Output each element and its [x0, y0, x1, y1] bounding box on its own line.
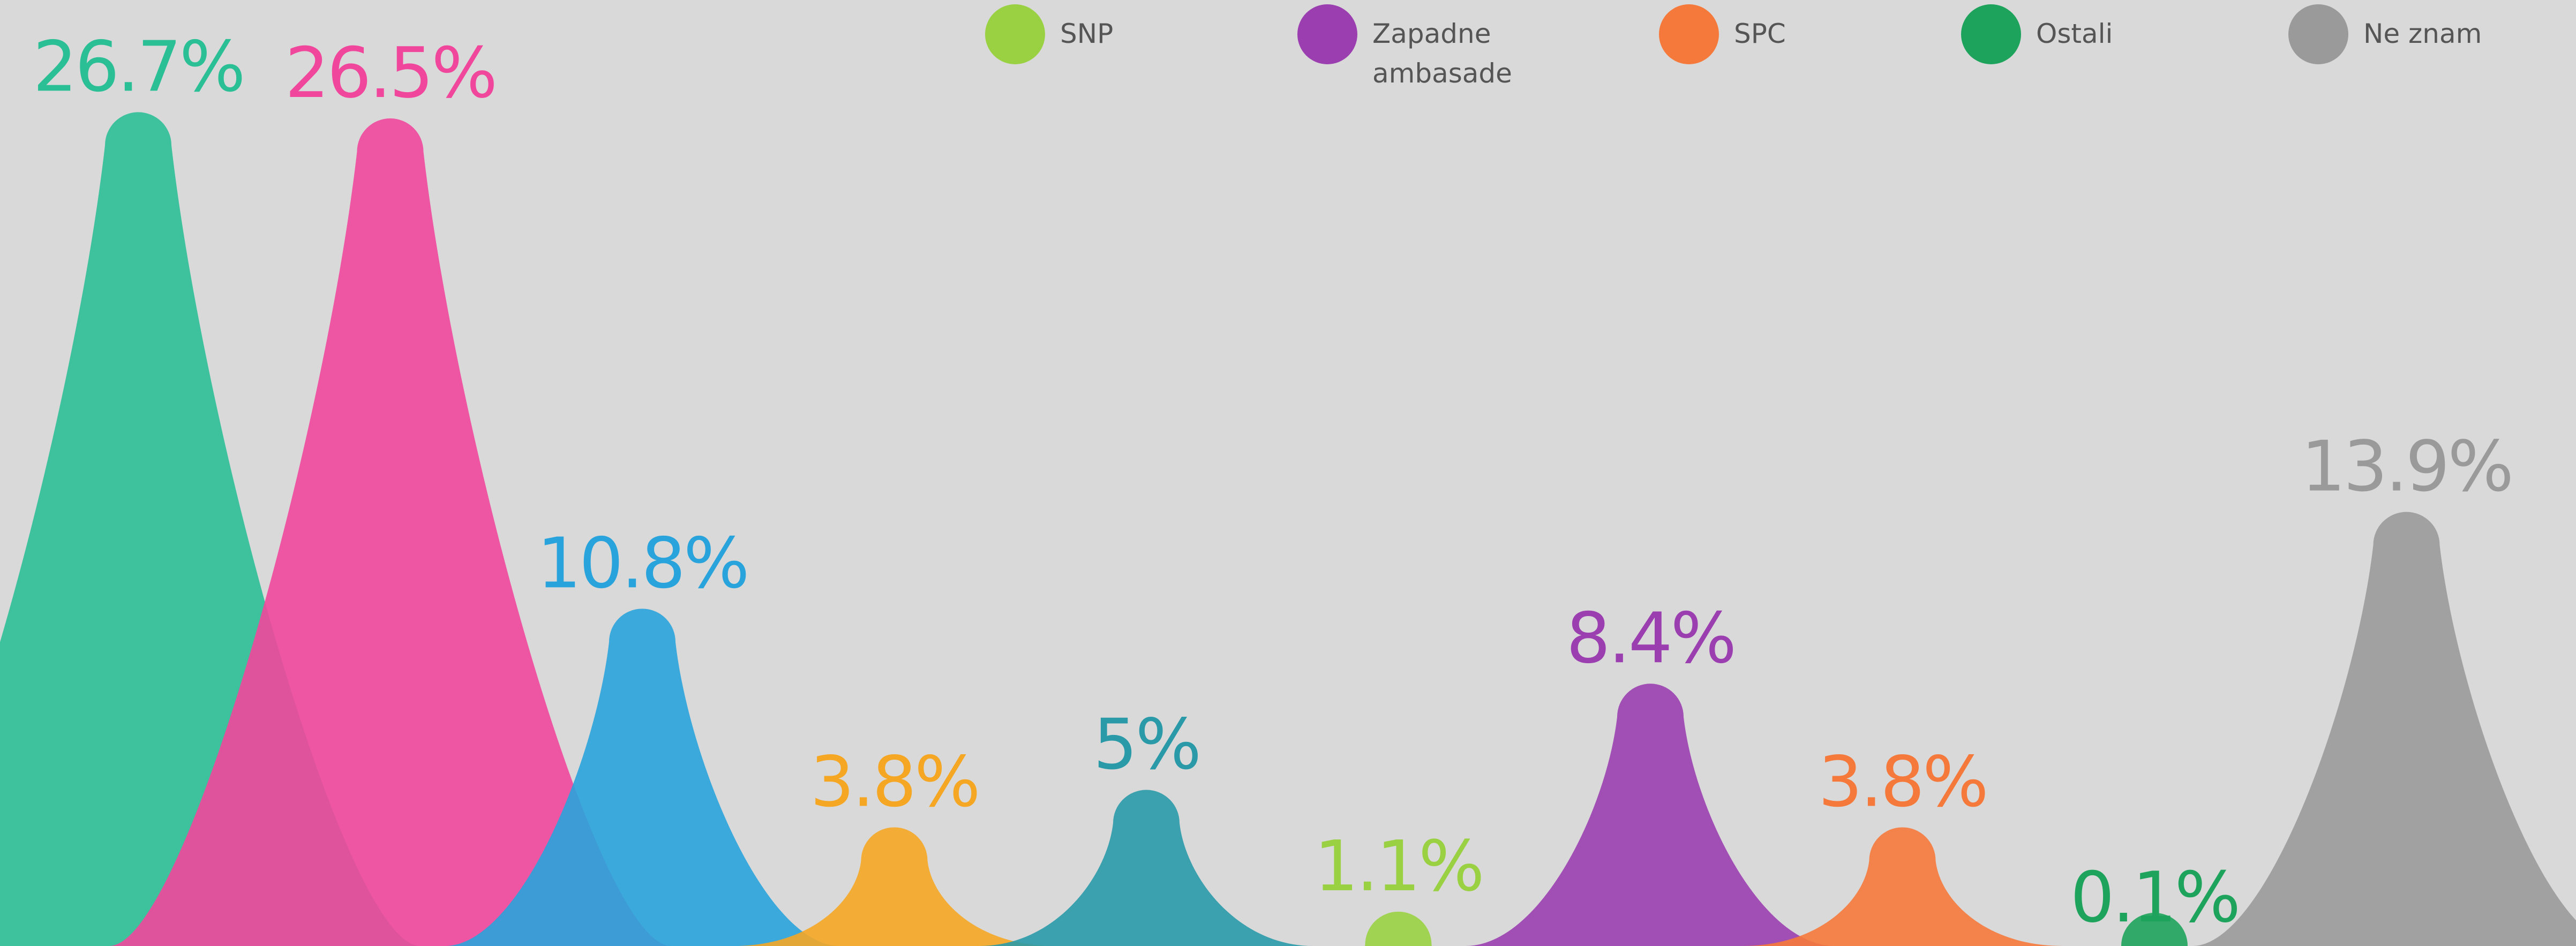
value-label: 13.9%	[2301, 426, 2512, 507]
legend-label: SPC	[1734, 18, 1786, 49]
value-label: 10.8%	[537, 522, 748, 604]
peak	[109, 118, 672, 946]
legend-label: SNP	[1060, 18, 1114, 49]
legend-swatch	[2288, 4, 2348, 64]
legend-swatch	[1297, 4, 1357, 64]
legend-label: Zapadne ambasade	[1372, 18, 1512, 89]
value-label: 3.8%	[810, 741, 978, 822]
legend-label: Ostali	[2036, 18, 2113, 49]
legend-swatch	[1961, 4, 2021, 64]
value-label: 3.8%	[1818, 741, 1986, 822]
peak	[1465, 684, 1836, 946]
legend-swatch	[1659, 4, 1719, 64]
peak	[444, 609, 840, 946]
peak	[1252, 911, 1545, 946]
value-label: 0.1%	[2070, 857, 2239, 938]
legend-label: Ne znam	[2363, 18, 2482, 49]
peak	[733, 827, 1055, 946]
peak	[0, 112, 420, 946]
peak	[2014, 913, 2295, 946]
legend-swatch	[985, 4, 1045, 64]
peak	[1741, 827, 2063, 946]
value-label: 26.7%	[33, 26, 244, 107]
peak	[979, 790, 1313, 946]
peak	[2192, 512, 2576, 946]
value-label: 5%	[1093, 704, 1199, 785]
value-label: 1.1%	[1314, 825, 1482, 907]
value-label: 8.4%	[1566, 597, 1734, 679]
value-label: 26.5%	[285, 32, 495, 114]
